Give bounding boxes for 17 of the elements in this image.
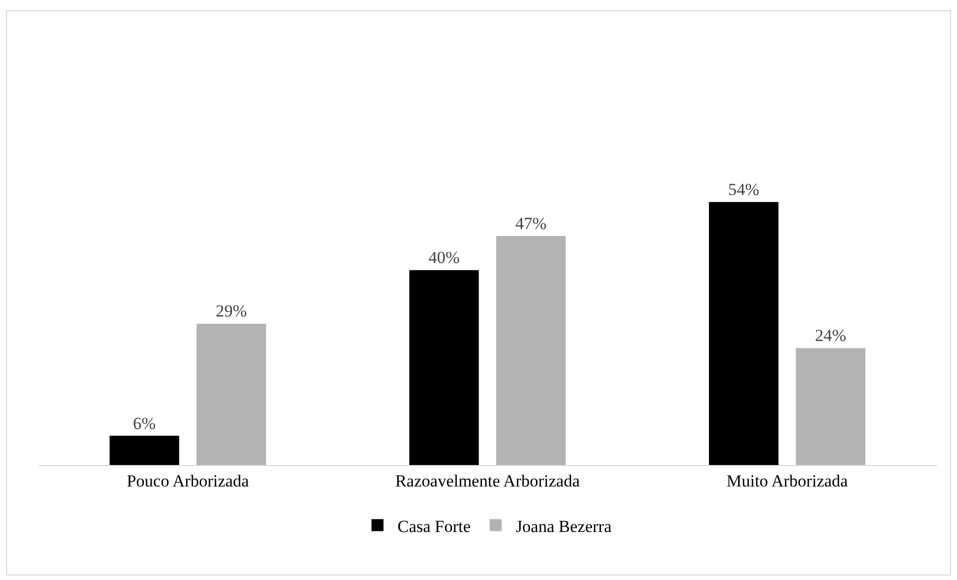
data-label: 47% — [515, 214, 547, 234]
bar — [196, 324, 266, 465]
data-label: 54% — [728, 180, 760, 199]
bar — [110, 436, 180, 465]
bar — [496, 236, 566, 465]
bar — [708, 202, 778, 465]
bar — [796, 348, 866, 465]
data-label: 29% — [216, 302, 247, 321]
bar — [409, 270, 479, 465]
legend-label: Joana Bezerra — [516, 516, 612, 536]
x-tick-label: Razoavelmente Arborizada — [395, 471, 580, 490]
data-label: 40% — [428, 248, 460, 268]
legend-label: Casa Forte — [398, 516, 471, 536]
x-tick-label: Muito Arborizada — [726, 471, 848, 490]
data-label: 24% — [815, 326, 846, 346]
x-tick-label: Pouco Arborizada — [126, 471, 250, 490]
data-label: 6% — [133, 414, 156, 433]
